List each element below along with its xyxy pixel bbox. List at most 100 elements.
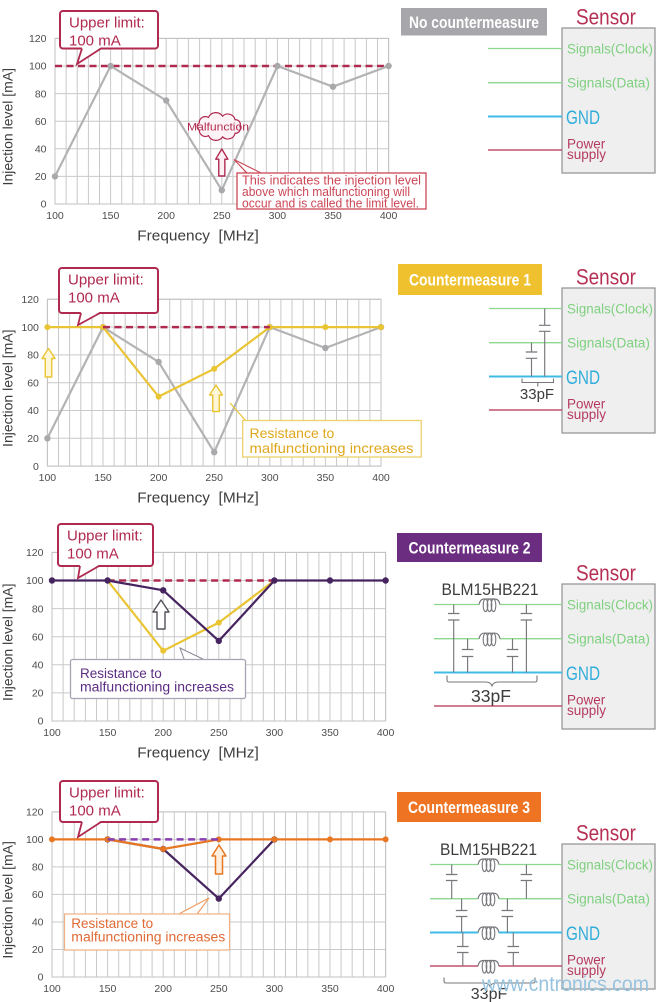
svg-text:Sensor: Sensor	[576, 821, 636, 846]
svg-text:40: 40	[35, 144, 47, 156]
svg-text:120: 120	[26, 547, 44, 559]
svg-text:400: 400	[380, 210, 398, 222]
svg-text:www.cntronics.com: www.cntronics.com	[481, 973, 649, 996]
svg-text:Sensor: Sensor	[576, 265, 636, 290]
svg-text:40: 40	[32, 660, 44, 672]
svg-text:This indicates the injection l: This indicates the injection level	[242, 174, 421, 188]
svg-text:malfunctioning increases: malfunctioning increases	[71, 930, 225, 945]
svg-text:20: 20	[35, 171, 47, 183]
svg-text:Frequency [MHz]: Frequency [MHz]	[137, 228, 259, 245]
svg-text:80: 80	[35, 88, 47, 100]
svg-text:0: 0	[38, 716, 44, 728]
svg-text:350: 350	[324, 210, 342, 222]
svg-text:Upper limit:: Upper limit:	[69, 15, 145, 32]
svg-text:Power: Power	[567, 693, 606, 708]
svg-text:Upper limit:: Upper limit:	[67, 528, 143, 545]
svg-text:0: 0	[33, 461, 39, 473]
svg-text:Injection level [mA]: Injection level [mA]	[0, 841, 16, 959]
svg-text:40: 40	[32, 917, 44, 929]
svg-text:Power: Power	[567, 397, 606, 412]
svg-text:100: 100	[26, 575, 44, 587]
svg-text:Injection level [mA]: Injection level [mA]	[0, 583, 16, 701]
svg-text:100: 100	[29, 61, 47, 73]
svg-text:Signals(Clock): Signals(Clock)	[567, 598, 653, 613]
svg-text:supply: supply	[567, 963, 606, 978]
svg-text:Power: Power	[567, 137, 606, 152]
svg-text:Upper limit:: Upper limit:	[69, 785, 145, 802]
svg-text:300: 300	[261, 472, 279, 484]
svg-text:20: 20	[32, 944, 44, 956]
svg-text:Signals(Clock): Signals(Clock)	[567, 302, 653, 317]
svg-text:80: 80	[32, 603, 44, 615]
svg-text:60: 60	[32, 631, 44, 643]
svg-text:350: 350	[321, 983, 339, 995]
svg-text:100 mA: 100 mA	[68, 290, 120, 307]
svg-text:100: 100	[26, 834, 44, 846]
svg-text:Sensor: Sensor	[576, 561, 636, 586]
svg-text:250: 250	[210, 983, 228, 995]
svg-text:GND: GND	[566, 108, 600, 129]
svg-text:200: 200	[154, 727, 172, 739]
svg-text:Signals(Data): Signals(Data)	[567, 76, 650, 91]
svg-text:400: 400	[377, 727, 395, 739]
svg-text:120: 120	[21, 294, 39, 306]
svg-text:200: 200	[154, 983, 172, 995]
svg-text:100: 100	[43, 983, 61, 995]
svg-text:33pF: 33pF	[471, 986, 508, 1002]
svg-text:Countermeasure 2: Countermeasure 2	[409, 539, 531, 558]
svg-text:100 mA: 100 mA	[69, 803, 121, 820]
svg-text:300: 300	[266, 983, 284, 995]
svg-text:BLM15HB221: BLM15HB221	[440, 840, 537, 859]
svg-text:Resistance to: Resistance to	[80, 666, 162, 681]
svg-text:Signals(Clock): Signals(Clock)	[567, 858, 653, 873]
svg-text:300: 300	[266, 727, 284, 739]
svg-text:GND: GND	[566, 664, 600, 685]
svg-text:supply: supply	[567, 407, 606, 422]
svg-text:Signals(Data): Signals(Data)	[567, 336, 650, 351]
svg-text:100 mA: 100 mA	[67, 546, 119, 563]
svg-text:400: 400	[372, 472, 390, 484]
svg-text:GND: GND	[566, 368, 600, 389]
svg-text:150: 150	[94, 472, 112, 484]
svg-text:Frequency [MHz]: Frequency [MHz]	[137, 490, 259, 507]
svg-text:Malfunction: Malfunction	[187, 122, 249, 134]
svg-text:350: 350	[317, 472, 335, 484]
svg-text:40: 40	[27, 405, 39, 417]
svg-text:malfunctioning increases: malfunctioning increases	[80, 680, 234, 695]
svg-text:20: 20	[32, 688, 44, 700]
svg-text:150: 150	[102, 210, 120, 222]
svg-text:300: 300	[269, 210, 287, 222]
svg-text:above which malfunctioning wil: above which malfunctioning will	[242, 185, 410, 199]
svg-text:100 mA: 100 mA	[69, 33, 121, 50]
svg-text:Resistance to: Resistance to	[71, 916, 153, 931]
svg-text:supply: supply	[567, 147, 606, 162]
svg-text:Sensor: Sensor	[576, 5, 636, 30]
svg-text:Power: Power	[567, 953, 606, 968]
svg-text:60: 60	[27, 377, 39, 389]
svg-text:Signals(Data): Signals(Data)	[567, 632, 650, 647]
svg-text:Injection level [mA]: Injection level [mA]	[0, 329, 16, 447]
svg-text:400: 400	[377, 983, 395, 995]
svg-text:supply: supply	[567, 703, 606, 718]
svg-text:80: 80	[27, 350, 39, 362]
svg-text:100: 100	[43, 727, 61, 739]
svg-text:60: 60	[35, 116, 47, 128]
svg-text:100: 100	[21, 322, 39, 334]
svg-text:33pF: 33pF	[471, 686, 511, 706]
svg-text:Countermeasure 1: Countermeasure 1	[409, 271, 531, 290]
svg-text:Upper limit:: Upper limit:	[68, 272, 144, 289]
svg-text:33pF: 33pF	[520, 386, 554, 403]
svg-text:250: 250	[210, 727, 228, 739]
svg-text:occur and is called the limit: occur and is called the limit level.	[242, 197, 419, 211]
svg-text:Frequency [MHz]: Frequency [MHz]	[137, 745, 259, 762]
svg-text:100: 100	[39, 472, 57, 484]
svg-text:Injection level [mA]: Injection level [mA]	[0, 68, 16, 186]
svg-text:Signals(Data): Signals(Data)	[567, 892, 650, 907]
svg-text:0: 0	[38, 972, 44, 984]
svg-text:60: 60	[32, 889, 44, 901]
svg-text:100: 100	[46, 210, 64, 222]
svg-text:80: 80	[32, 862, 44, 874]
svg-text:120: 120	[29, 33, 47, 45]
svg-text:200: 200	[150, 472, 168, 484]
svg-text:250: 250	[205, 472, 223, 484]
